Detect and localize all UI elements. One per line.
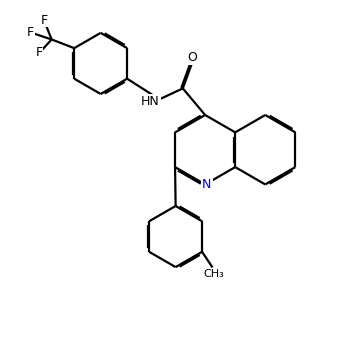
Text: N: N [202,178,211,191]
Text: F: F [36,46,43,59]
Text: F: F [41,14,48,27]
Text: F: F [27,26,34,39]
Text: CH₃: CH₃ [204,269,225,279]
Text: HN: HN [141,95,160,108]
Text: O: O [187,51,197,64]
